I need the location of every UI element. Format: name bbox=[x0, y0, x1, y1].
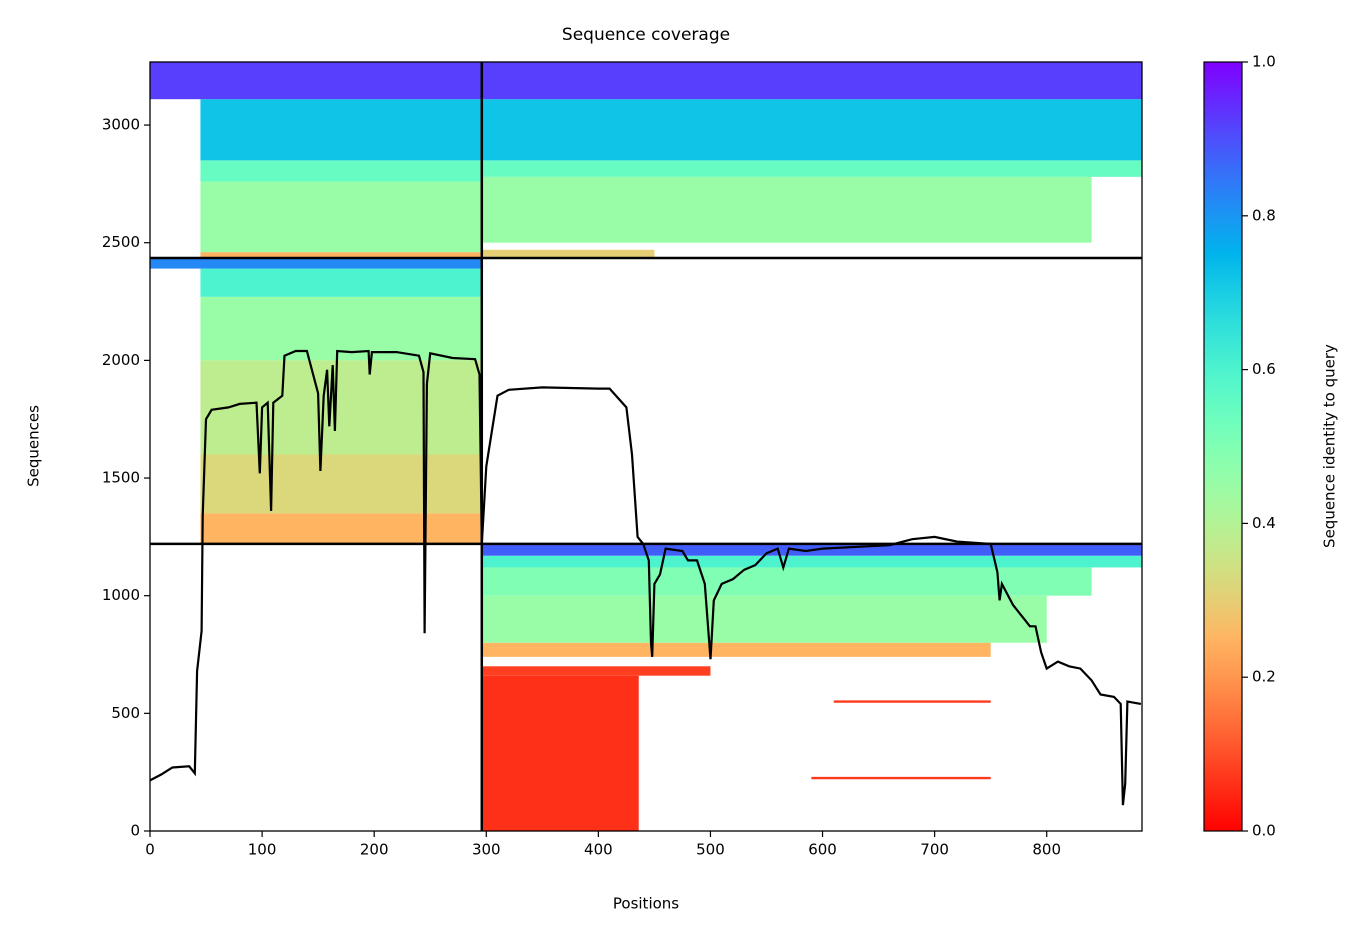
colorbar-label: Sequence identity to query bbox=[1321, 344, 1339, 548]
colorbar-tick-label: 0.6 bbox=[1252, 360, 1276, 378]
identity-block bbox=[150, 62, 482, 100]
colorbar-tick-label: 0.2 bbox=[1252, 668, 1276, 686]
y-tick-label: 1500 bbox=[102, 469, 140, 487]
y-tick-label: 0 bbox=[130, 822, 140, 840]
x-tick-label: 200 bbox=[360, 841, 389, 859]
identity-block bbox=[481, 176, 1092, 243]
x-tick-label: 100 bbox=[248, 841, 277, 859]
x-tick-label: 800 bbox=[1032, 841, 1061, 859]
identity-block bbox=[200, 513, 482, 544]
identity-block bbox=[481, 666, 711, 676]
x-tick-label: 0 bbox=[145, 841, 155, 859]
x-tick-label: 300 bbox=[472, 841, 501, 859]
identity-block bbox=[811, 776, 991, 780]
axes: 0 100 200 300 400 500 600 700 800 0 500 1000 1500 200… bbox=[102, 53, 1276, 859]
identity-block bbox=[200, 296, 482, 361]
identity-block bbox=[481, 595, 1047, 643]
identity-block bbox=[150, 258, 482, 269]
colorbar-tick-label: 0.8 bbox=[1252, 206, 1276, 224]
x-tick-label: 600 bbox=[808, 841, 837, 859]
identity-block bbox=[481, 642, 991, 657]
colorbar-tick-label: 0.4 bbox=[1252, 514, 1276, 532]
x-tick-label: 400 bbox=[584, 841, 613, 859]
identity-block bbox=[200, 268, 482, 297]
y-tick-label: 500 bbox=[111, 704, 140, 722]
chart-title: Sequence coverage bbox=[562, 25, 730, 45]
identity-block bbox=[200, 181, 482, 253]
heatmap bbox=[150, 62, 1142, 831]
identity-block bbox=[200, 99, 482, 161]
identity-block bbox=[481, 555, 1142, 568]
identity-block bbox=[833, 700, 991, 703]
colorbar-tick-label: 0.0 bbox=[1252, 822, 1276, 840]
x-tick-label: 700 bbox=[920, 841, 949, 859]
identity-block bbox=[200, 252, 482, 259]
identity-block bbox=[200, 454, 482, 514]
identity-block bbox=[200, 160, 482, 182]
colorbar-tick-label: 1.0 bbox=[1252, 53, 1276, 71]
y-tick-label: 3000 bbox=[102, 116, 140, 134]
y-tick-label: 2500 bbox=[102, 233, 140, 251]
identity-block bbox=[200, 360, 482, 455]
coverage-line bbox=[150, 349, 1142, 806]
y-axis-label: Sequences bbox=[25, 405, 43, 487]
identity-block bbox=[481, 249, 655, 257]
plot-frame bbox=[149, 61, 1143, 832]
identity-block bbox=[481, 567, 1092, 596]
identity-block bbox=[481, 675, 639, 831]
y-tick-label: 2000 bbox=[102, 351, 140, 369]
x-axis-label: Positions bbox=[613, 895, 679, 913]
colorbar bbox=[1203, 61, 1243, 832]
identity-block bbox=[481, 62, 1142, 100]
identity-block bbox=[481, 99, 1142, 161]
overlay bbox=[150, 62, 1142, 831]
identity-block bbox=[481, 160, 1142, 177]
x-tick-label: 500 bbox=[696, 841, 725, 859]
y-tick-label: 1000 bbox=[102, 586, 140, 604]
